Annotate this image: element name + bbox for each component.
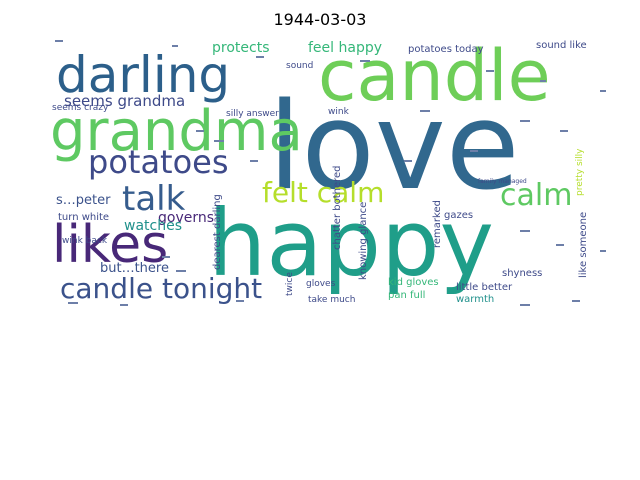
word-sound: sound [286,61,313,71]
word-remarked: remarked [432,200,443,248]
word-gloves: gloves [306,279,336,289]
word-turn-white: turn white [58,212,109,223]
word-darling: darling [56,46,230,104]
word-little-better: little better [456,282,513,293]
word-potatoes: potatoes [88,143,229,181]
word-seems-grandma: seems grandma [64,92,185,110]
word-silly-answer: silly answer [226,109,279,119]
filler-dot [250,160,258,162]
filler-dot [420,110,430,112]
filler-words [55,40,606,306]
word-feel-happy: feel happy [308,40,382,56]
word-watches: watches [124,218,182,234]
word-kid-gloves: kid gloves [388,277,439,288]
word-shyness: shyness [502,268,542,279]
word-happy: happy [208,190,494,297]
filler-dot [556,244,564,246]
filler-dot [600,90,606,92]
filler-dot [236,300,244,302]
word-gazes: gazes [444,210,473,221]
filler-dot [256,56,264,58]
word-pan-full: pan full [388,290,425,301]
filler-dot [572,300,580,302]
word-sound-like: sound like [536,40,587,51]
filler-dot [172,45,178,47]
word-speter: s…peter [56,193,111,208]
word-likes: likes [52,215,168,275]
word-pretty-silly: pretty silly [575,148,585,196]
filler-dot [360,60,370,62]
word-seems-crazy: seems crazy [52,103,109,113]
word-chatter-bothered: chatter bothered [332,165,343,250]
word-knowing-glance: knowing glance [358,202,369,280]
chart-title: 1944-03-03 [273,10,367,29]
word-calm: calm [500,178,572,213]
word-wink: wink [328,107,350,117]
filler-dot [162,256,170,258]
filler-dot [470,150,478,152]
word-butthere: but…there [100,261,169,276]
filler-dot [120,304,128,306]
filler-dot [214,140,224,142]
filler-dot [68,302,78,304]
filler-dot [196,130,204,132]
word-warmth: warmth [456,294,494,305]
word-potatoes-today: potatoes today [408,44,484,55]
filler-dot [55,40,63,42]
filler-dot [404,160,412,162]
word-candle: candle [318,35,551,117]
word-talk: talk [122,179,186,219]
word-take-much: take much [308,295,355,305]
word-like-someone: like someone [578,212,589,278]
word-family-managed: family managed [478,178,527,185]
word-candle-tonight: candle tonight [60,272,262,305]
word-felt-calm: felt calm [262,176,384,209]
filler-dot [520,120,530,122]
filler-dot [520,304,530,306]
filler-dot [600,250,606,252]
word-wink-back: wink back [62,236,108,246]
filler-dot [486,70,494,72]
word-dearest-darling: dearest darling [212,194,223,270]
word-grandma: grandma [50,99,303,164]
filler-dot [176,270,186,272]
word-protects: protects [212,40,269,56]
filler-dot [520,230,530,232]
word-twice: twice [285,272,295,296]
word-love: love [268,78,520,217]
filler-dot [560,130,568,132]
word-governs: governs [158,210,214,226]
filler-dot [540,80,546,82]
